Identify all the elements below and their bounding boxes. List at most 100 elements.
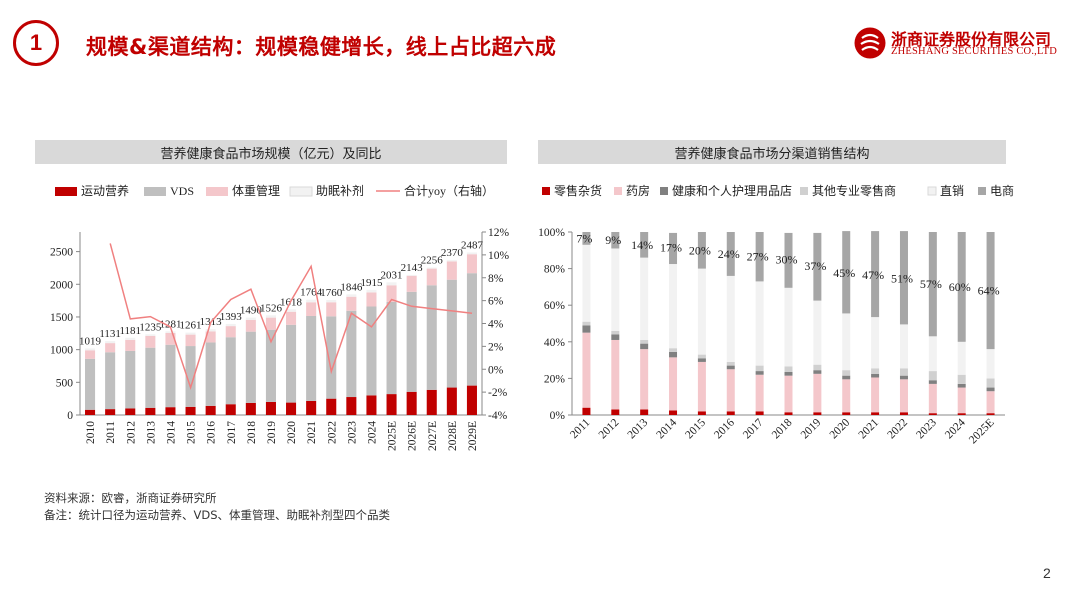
- y-tick-label: 2000: [50, 279, 73, 291]
- bar-segment-5: [582, 232, 591, 245]
- x-tick-label: 2012: [125, 421, 137, 444]
- total-label: 1846: [340, 281, 363, 293]
- bar-segment-0: [899, 412, 908, 415]
- bar-segment-2: [957, 383, 966, 388]
- legend-label-1: VDS: [170, 184, 194, 198]
- bar-segment-0: [265, 401, 276, 415]
- total-label: 2256: [421, 255, 444, 267]
- bar-segment-1: [265, 329, 276, 402]
- page-title: 规模&渠道结构：规模稳健增长，线上占比超六成: [86, 35, 557, 59]
- bar-segment-3: [85, 348, 96, 351]
- bar-segment-0: [842, 412, 851, 415]
- x-tick-label: 2020: [286, 421, 298, 444]
- y-tick-label: 20%: [544, 373, 566, 385]
- legend-swatch-3: [289, 186, 313, 197]
- y-tick-label: 40%: [544, 337, 566, 349]
- total-label: 1019: [79, 335, 102, 347]
- x-tick-label: 2023: [914, 416, 939, 441]
- total-label: 1490: [240, 305, 263, 317]
- bar-segment-0: [813, 412, 822, 415]
- bar-segment-0: [640, 409, 649, 415]
- bar-segment-5: [899, 231, 908, 325]
- x-tick-label: 2015: [186, 421, 198, 444]
- bar-segment-2: [165, 332, 176, 345]
- bar-segment-5: [957, 232, 966, 342]
- x-tick-label: 2028E: [447, 421, 459, 451]
- bar-segment-1: [784, 375, 793, 413]
- bar-segment-4: [784, 287, 793, 367]
- bar-segment-3: [611, 330, 620, 335]
- bar-segment-0: [582, 407, 591, 415]
- bar-segment-1: [205, 342, 216, 406]
- bar-segment-4: [669, 264, 678, 349]
- bar-segment-3: [928, 371, 937, 381]
- bar-segment-2: [986, 387, 995, 392]
- bar-segment-3: [899, 368, 908, 376]
- bar-segment-3: [813, 364, 822, 371]
- bar-segment-2: [406, 275, 417, 292]
- bar-segment-2: [871, 373, 880, 378]
- x-tick-label: 2029E: [467, 421, 479, 451]
- bar-segment-2: [265, 317, 276, 330]
- bar-segment-3: [386, 282, 397, 286]
- bar-segment-2: [245, 319, 256, 332]
- bar-segment-1: [697, 361, 706, 412]
- bar-segment-2: [286, 311, 297, 325]
- y2-tick-label: 6%: [488, 296, 504, 308]
- bar-segment-1: [871, 377, 880, 413]
- bar-segment-1: [899, 379, 908, 413]
- logo-company-name-en: ZHESHANG SECURITIES CO.,LTD: [891, 46, 1058, 57]
- y-tick-label: 1000: [50, 345, 73, 357]
- y-tick-label: 0%: [550, 410, 566, 422]
- yoy-line: [109, 243, 473, 391]
- ecommerce-share-label: 47%: [862, 268, 884, 282]
- bar-segment-3: [346, 294, 357, 297]
- bar-segment-2: [697, 358, 706, 362]
- bar-segment-1: [928, 383, 937, 414]
- bar-segment-0: [145, 407, 156, 415]
- ecommerce-share-label: 57%: [920, 277, 942, 291]
- bar-segment-3: [842, 370, 851, 376]
- bar-segment-4: [726, 275, 735, 362]
- x-tick-label: 2011: [105, 421, 117, 444]
- bar-segment-1: [755, 374, 764, 412]
- x-tick-label: 2019: [799, 416, 824, 441]
- y2-tick-label: 2%: [488, 341, 504, 353]
- bar-segment-0: [426, 389, 437, 415]
- bar-segment-5: [813, 232, 822, 301]
- bar-segment-3: [871, 368, 880, 374]
- bar-segment-3: [286, 309, 297, 312]
- bar-segment-1: [165, 344, 176, 408]
- x-tick-label: 2013: [626, 416, 651, 441]
- bar-segment-1: [85, 358, 96, 410]
- bar-segment-3: [446, 260, 457, 262]
- y-tick-label: 100%: [538, 227, 565, 239]
- legend-swatch-1: [144, 187, 166, 196]
- bar-segment-3: [185, 332, 196, 335]
- ecommerce-share-label: 7%: [576, 231, 592, 245]
- y-tick-label: 60%: [544, 300, 566, 312]
- total-label: 2370: [441, 247, 464, 259]
- bar-segment-2: [784, 371, 793, 376]
- legend-swatch-3: [800, 187, 808, 195]
- bar-segment-1: [225, 337, 236, 405]
- x-tick-label: 2011: [568, 416, 593, 441]
- total-label: 2143: [401, 262, 424, 274]
- bar-segment-0: [306, 400, 317, 415]
- market-size-chart: 运动营养 VDS 体重管理 助眠补剂 合计yoy（右轴） 0 500 1000 1500 2000…: [50, 183, 510, 451]
- bar-segment-0: [245, 402, 256, 415]
- ecommerce-share-label: 20%: [689, 243, 711, 257]
- y2-tick-label: 4%: [488, 319, 504, 331]
- x-tick-label: 2010: [85, 421, 97, 444]
- bar-segment-1: [842, 379, 851, 413]
- right-chart-title: 营养健康食品市场分渠道销售结构: [538, 140, 1006, 164]
- bar-segment-2: [125, 339, 136, 351]
- bar-segment-1: [125, 350, 136, 409]
- x-tick-label: 2024: [366, 421, 378, 444]
- bar-segment-0: [669, 410, 678, 415]
- bar-segment-0: [366, 395, 377, 415]
- bar-segment-0: [105, 409, 116, 415]
- bar-segment-4: [697, 268, 706, 355]
- bar-segment-3: [145, 334, 156, 336]
- legend-label-0: 运动营养: [81, 183, 129, 198]
